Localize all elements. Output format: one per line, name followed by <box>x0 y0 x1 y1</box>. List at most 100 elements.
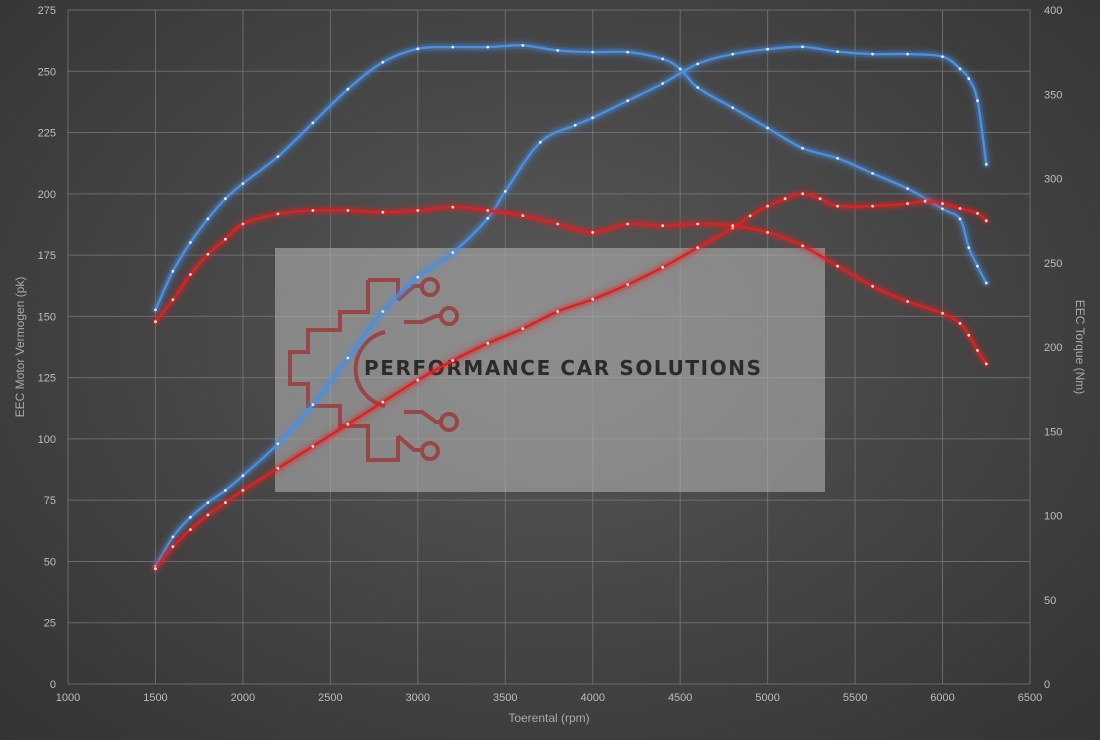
x-tick-label: 6000 <box>930 692 954 704</box>
series-1 <box>152 43 990 570</box>
data-point <box>276 466 280 470</box>
x-tick-label: 1500 <box>143 692 167 704</box>
y-right-tick-label: 400 <box>1044 5 1062 17</box>
data-point <box>626 283 630 286</box>
data-point <box>241 222 245 226</box>
data-point <box>451 251 455 255</box>
data-point <box>346 209 350 212</box>
y-left-tick-label: 275 <box>38 5 56 17</box>
series-2 <box>152 41 990 314</box>
y-right-tick-label: 250 <box>1044 258 1062 270</box>
y-left-tick-label: 0 <box>50 679 56 691</box>
y-right-tick-label: 350 <box>1044 89 1062 101</box>
data-point <box>206 513 210 517</box>
data-point <box>538 140 542 144</box>
data-point <box>836 264 839 268</box>
x-tick-label: 4000 <box>580 692 604 704</box>
data-point <box>766 231 769 234</box>
series-3 <box>152 190 990 573</box>
x-tick-label: 3500 <box>493 692 517 704</box>
y-left-tick-label: 75 <box>44 495 56 507</box>
y-right-tick-label: 150 <box>1044 426 1062 438</box>
data-point <box>416 378 420 382</box>
data-point <box>871 284 874 288</box>
data-point <box>451 205 455 209</box>
data-point <box>416 47 420 51</box>
x-tick-label: 5000 <box>755 692 779 704</box>
data-point <box>171 298 175 302</box>
data-point <box>416 275 420 279</box>
data-point <box>486 45 490 49</box>
data-point <box>871 204 874 208</box>
data-point <box>451 359 455 362</box>
data-point <box>381 60 385 64</box>
gear-circuit-logo-icon <box>288 277 459 462</box>
x-tick-label: 1000 <box>56 692 80 704</box>
data-point <box>171 269 175 273</box>
y-left-tick-label: 225 <box>38 128 56 140</box>
data-point <box>731 52 735 56</box>
x-tick-label: 2500 <box>318 692 342 704</box>
data-point <box>678 67 682 71</box>
data-point <box>976 212 979 215</box>
data-point <box>206 501 210 504</box>
data-point <box>276 442 280 446</box>
data-point <box>171 545 175 549</box>
data-point <box>241 182 245 186</box>
data-point <box>381 400 385 404</box>
data-point <box>591 297 595 301</box>
data-point <box>661 82 665 85</box>
data-point <box>346 422 350 426</box>
x-tick-label: 6500 <box>1018 692 1042 704</box>
data-point <box>626 50 630 54</box>
data-point <box>836 156 839 160</box>
data-point <box>346 356 350 360</box>
data-point <box>154 308 157 312</box>
data-point <box>836 50 839 54</box>
data-point <box>241 474 245 478</box>
data-point <box>958 207 962 210</box>
data-point <box>958 67 962 71</box>
x-tick-label: 2000 <box>231 692 255 704</box>
y-left-tick-label: 175 <box>38 250 56 262</box>
data-point <box>661 265 665 269</box>
y-left-tick-label: 100 <box>38 434 56 446</box>
data-point <box>224 237 227 241</box>
data-point <box>906 187 909 191</box>
data-point <box>556 310 560 313</box>
y-right-tick-label: 0 <box>1044 679 1050 691</box>
y-left-tick-label: 125 <box>38 373 56 385</box>
x-tick-label: 4500 <box>668 692 692 704</box>
data-point <box>189 241 192 244</box>
data-point <box>801 192 804 196</box>
data-point <box>923 199 927 203</box>
y-right-tick-label: 200 <box>1044 342 1062 354</box>
y-axis-left-title: EEC Motor Vermogen (pk) <box>13 277 27 418</box>
y-right-tick-label: 300 <box>1044 174 1062 186</box>
data-point <box>521 214 525 218</box>
data-point <box>941 311 944 315</box>
data-point <box>731 106 735 110</box>
x-axis-title: Toerental (rpm) <box>508 711 589 725</box>
data-point <box>206 252 210 256</box>
data-point <box>958 217 962 221</box>
data-point <box>556 49 560 52</box>
data-point <box>801 45 804 49</box>
data-point <box>626 222 630 226</box>
data-point <box>224 501 227 504</box>
data-point <box>871 172 874 175</box>
y-left-tick-label: 150 <box>38 311 56 323</box>
data-point <box>521 44 525 47</box>
data-point <box>189 528 192 531</box>
data-point <box>976 264 979 268</box>
y-axis-right-title: EEC Torque (Nm) <box>1073 300 1087 394</box>
data-point <box>941 207 944 211</box>
data-point <box>573 123 577 127</box>
data-point <box>416 209 420 212</box>
data-point <box>696 222 700 226</box>
data-point <box>766 126 769 130</box>
data-point <box>731 224 735 228</box>
data-point <box>451 45 455 49</box>
